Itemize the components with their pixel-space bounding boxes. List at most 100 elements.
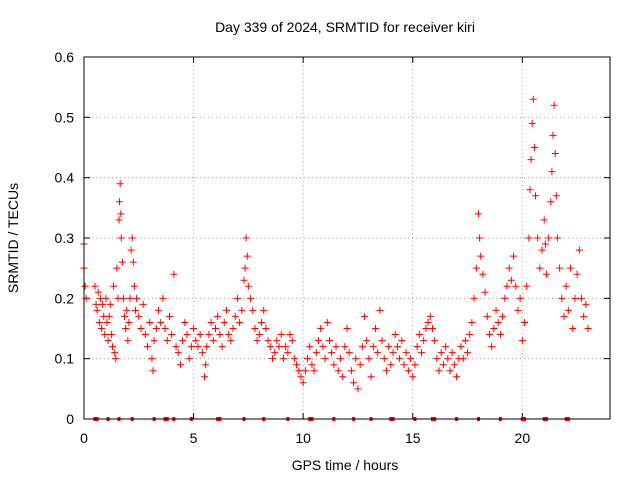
data-point bbox=[170, 270, 178, 278]
data-point bbox=[433, 355, 441, 363]
data-point bbox=[94, 288, 102, 296]
y-tick-label: 0.5 bbox=[55, 109, 75, 125]
x-tick-label: 15 bbox=[405, 430, 421, 446]
data-point bbox=[236, 318, 244, 326]
data-point bbox=[552, 192, 560, 200]
data-point bbox=[369, 343, 377, 351]
data-point bbox=[389, 349, 397, 357]
data-point bbox=[319, 343, 327, 351]
data-point bbox=[548, 168, 556, 176]
data-point bbox=[312, 349, 320, 357]
data-point bbox=[350, 379, 358, 387]
data-point bbox=[367, 373, 375, 381]
data-point bbox=[343, 325, 351, 332]
data-point bbox=[106, 300, 114, 308]
data-point bbox=[317, 325, 325, 332]
data-point bbox=[212, 325, 219, 332]
data-point bbox=[347, 367, 355, 375]
data-point bbox=[560, 312, 568, 320]
data-point bbox=[183, 331, 191, 339]
data-point bbox=[308, 361, 316, 369]
data-point bbox=[483, 312, 491, 320]
data-point bbox=[521, 318, 529, 326]
data-point bbox=[571, 294, 579, 302]
data-point bbox=[92, 300, 100, 308]
data-point bbox=[424, 318, 432, 326]
data-point bbox=[122, 325, 130, 332]
data-point bbox=[321, 355, 329, 363]
data-point bbox=[185, 355, 193, 363]
data-point bbox=[262, 325, 270, 332]
data-point bbox=[530, 144, 538, 151]
data-point bbox=[407, 355, 415, 363]
data-point bbox=[538, 246, 546, 254]
data-point bbox=[273, 337, 281, 345]
data-point bbox=[216, 331, 224, 339]
data-point bbox=[297, 373, 305, 381]
data-point bbox=[124, 337, 132, 345]
data-point bbox=[132, 306, 140, 314]
data-point bbox=[567, 264, 575, 272]
data-point bbox=[363, 337, 371, 345]
data-point bbox=[176, 361, 184, 369]
data-point bbox=[490, 325, 498, 332]
data-point bbox=[128, 234, 136, 242]
data-point bbox=[426, 312, 434, 320]
data-point bbox=[466, 331, 474, 339]
x-tick-label: 5 bbox=[190, 430, 198, 446]
data-point bbox=[542, 270, 550, 278]
data-point bbox=[393, 343, 401, 351]
data-point bbox=[461, 337, 469, 345]
data-point bbox=[105, 312, 113, 320]
data-point bbox=[116, 180, 124, 188]
data-point bbox=[325, 337, 333, 345]
data-point bbox=[356, 361, 364, 369]
data-point bbox=[580, 312, 588, 320]
data-point bbox=[179, 337, 187, 345]
axis-ticks: 0 0.1 0.2 0.3 0.4 0.5 0.6 0 5 10 15 20 bbox=[55, 49, 610, 446]
x-tick-label: 10 bbox=[295, 430, 311, 446]
data-point bbox=[172, 343, 180, 351]
data-point bbox=[205, 331, 213, 339]
data-point bbox=[422, 325, 430, 332]
data-point bbox=[118, 258, 126, 266]
data-point bbox=[564, 306, 572, 314]
data-point bbox=[214, 312, 222, 320]
data-point bbox=[550, 101, 558, 109]
data-point bbox=[113, 264, 121, 272]
data-point bbox=[536, 264, 544, 272]
data-point bbox=[240, 276, 248, 284]
data-point bbox=[501, 294, 509, 302]
data-point bbox=[534, 234, 542, 242]
data-point bbox=[541, 240, 549, 248]
data-point bbox=[404, 367, 412, 375]
data-point bbox=[528, 119, 536, 127]
data-point bbox=[310, 367, 318, 375]
data-point bbox=[444, 355, 452, 363]
data-point bbox=[584, 325, 592, 332]
data-point bbox=[115, 216, 123, 224]
data-point bbox=[161, 325, 169, 332]
data-point bbox=[101, 331, 109, 339]
data-point bbox=[578, 294, 586, 302]
data-point bbox=[496, 331, 504, 339]
data-point bbox=[374, 349, 382, 357]
data-point bbox=[418, 349, 426, 357]
data-point bbox=[157, 318, 165, 326]
data-point bbox=[439, 361, 447, 369]
data-point bbox=[242, 234, 250, 242]
data-point bbox=[575, 246, 583, 254]
data-point bbox=[227, 337, 235, 345]
data-point bbox=[196, 331, 204, 339]
data-point bbox=[549, 131, 557, 139]
data-point bbox=[91, 282, 99, 290]
data-point bbox=[499, 312, 507, 320]
data-point bbox=[123, 306, 131, 314]
data-point bbox=[275, 343, 283, 351]
data-point bbox=[93, 306, 101, 314]
data-point bbox=[238, 306, 246, 314]
grid bbox=[84, 57, 610, 419]
data-point bbox=[247, 294, 255, 302]
data-point bbox=[477, 252, 485, 260]
data-point bbox=[558, 294, 566, 302]
